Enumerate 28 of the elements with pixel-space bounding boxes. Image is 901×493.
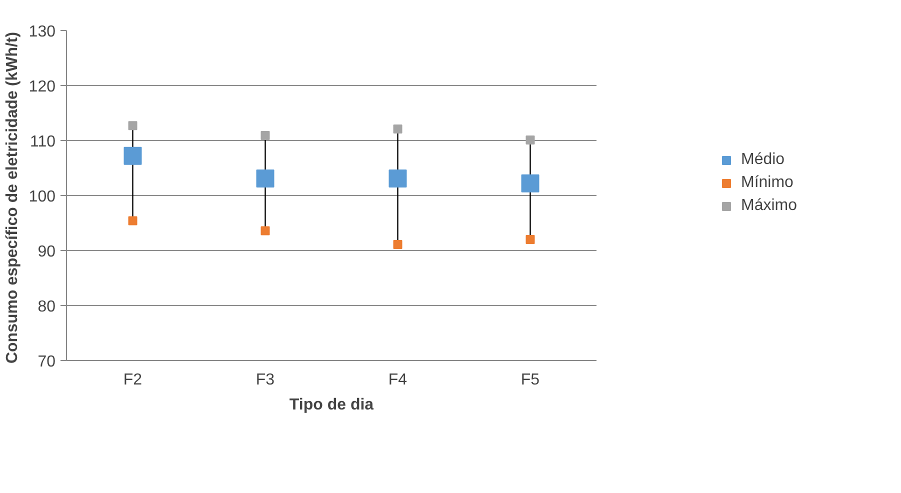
- y-tick-label: 120: [28, 78, 56, 96]
- point: [521, 174, 540, 192]
- y-tick-label: 80: [38, 298, 56, 316]
- point: [256, 169, 274, 188]
- legend-label: Mínimo: [741, 174, 794, 192]
- legend-label: Máximo: [741, 197, 798, 215]
- x-tick-label: F2: [123, 372, 142, 388]
- point: [260, 131, 270, 140]
- y-tick-label: 90: [38, 244, 56, 260]
- point: [128, 216, 138, 226]
- point: [128, 121, 138, 130]
- legend-label: Médio: [741, 151, 785, 169]
- point: [393, 124, 402, 134]
- x-axis-title: Tipo de dia: [289, 396, 374, 414]
- x-tick-label: F4: [388, 372, 408, 388]
- y-axis-title: Consumo específico de eletricidade (kWh/t): [4, 32, 21, 364]
- point: [393, 240, 402, 249]
- x-tick-label: F5: [520, 372, 540, 388]
- y-tick-label: 110: [30, 134, 56, 150]
- point: [388, 169, 407, 188]
- x-tick-label: F3: [256, 372, 275, 388]
- point: [124, 146, 142, 165]
- y-tick-label: 130: [28, 24, 56, 40]
- point: [526, 135, 535, 144]
- point: [260, 226, 270, 236]
- point: [526, 235, 535, 244]
- y-tick-label: 100: [28, 188, 56, 206]
- y-tick-label: 70: [38, 354, 56, 370]
